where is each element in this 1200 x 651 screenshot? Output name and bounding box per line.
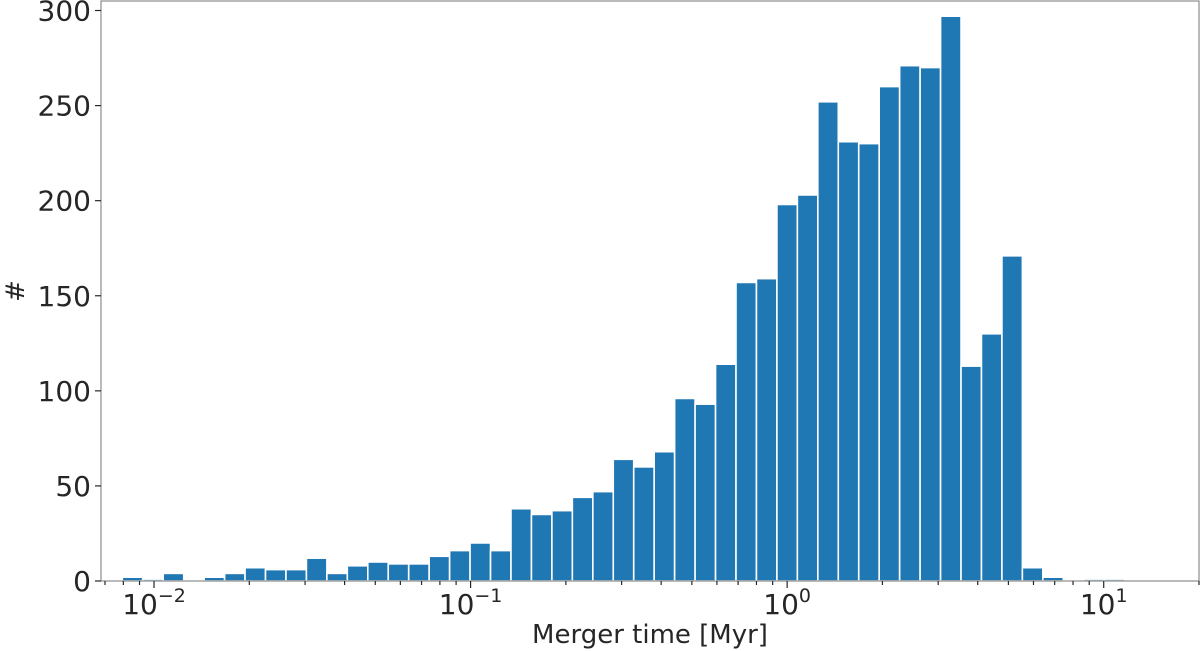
histogram-bar	[980, 332, 1003, 582]
histogram-bar	[448, 549, 471, 582]
histogram-bar	[919, 66, 942, 582]
y-axis-title: #	[1, 280, 31, 302]
x-tick-label: 10−2	[122, 585, 186, 621]
histogram-bar	[571, 496, 594, 582]
histogram-bar	[407, 563, 430, 582]
histogram-bar	[632, 466, 655, 582]
x-tick-label: 10−1	[439, 585, 503, 621]
histogram-bar	[551, 509, 574, 582]
y-tick-label: 200	[38, 185, 91, 218]
bars-group	[121, 15, 1126, 582]
histogram-bar	[1001, 255, 1024, 582]
histogram-bar	[285, 568, 308, 582]
histogram-bar	[244, 566, 267, 582]
histogram-bar	[469, 542, 492, 582]
histogram-bar	[428, 555, 451, 582]
histogram-bar	[694, 403, 717, 582]
histogram-bar	[305, 557, 328, 582]
y-tick-label: 250	[38, 90, 91, 123]
y-tick-label: 50	[55, 470, 91, 503]
histogram-bar	[714, 363, 737, 582]
histogram-bar	[857, 142, 880, 582]
histogram-bar	[387, 563, 410, 582]
histogram-bar	[326, 572, 349, 582]
y-tick-label: 150	[38, 280, 91, 313]
histogram-bar	[162, 572, 185, 582]
plot-frame	[100, 0, 1200, 582]
histogram-bar	[878, 85, 901, 582]
histogram-bar	[367, 561, 390, 582]
y-tick-label: 100	[38, 375, 91, 408]
y-tick-label: 300	[38, 0, 91, 28]
histogram-bar	[776, 203, 799, 582]
histogram-bar	[817, 100, 840, 582]
histogram-bar	[1021, 566, 1044, 582]
histogram-bar	[530, 513, 553, 582]
histogram-bar	[592, 490, 615, 582]
x-axis: 10−2 10−1 100 101	[104, 581, 1200, 621]
x-tick-label: 101	[1080, 585, 1128, 621]
histogram-bar	[223, 572, 246, 582]
histogram-bar	[755, 277, 778, 582]
histogram-bar	[796, 194, 819, 582]
x-tick-label: 100	[763, 585, 811, 621]
x-axis-title: Merger time [Myr]	[532, 620, 768, 650]
histogram-bar	[837, 140, 860, 582]
histogram-bar	[264, 568, 287, 582]
histogram-bar	[960, 365, 983, 582]
histogram-bar	[612, 458, 635, 582]
histogram-bar	[346, 564, 369, 582]
y-tick-label: 0	[73, 565, 91, 598]
histogram-bar	[673, 397, 696, 582]
histogram-bar	[489, 549, 512, 582]
histogram-bar	[939, 15, 962, 582]
y-axis: 0 50 100 150 200 250 300	[38, 0, 101, 598]
histogram-bar	[653, 450, 676, 582]
histogram-bar	[898, 64, 921, 582]
histogram-bar	[510, 507, 533, 582]
histogram-bar	[735, 281, 758, 582]
